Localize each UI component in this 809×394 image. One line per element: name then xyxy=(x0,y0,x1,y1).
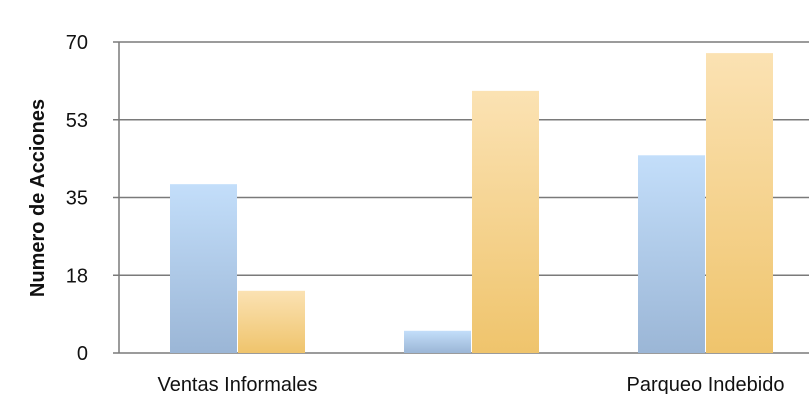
bar-series-2-cat-3 xyxy=(706,53,773,353)
bar-series-1-cat-1 xyxy=(170,184,237,353)
x-category-labels: Ventas Informales Parqueo Indebido xyxy=(157,374,784,394)
bar-series-1-cat-3 xyxy=(638,155,705,353)
x-category-label-3: Parqueo Indebido xyxy=(627,374,785,394)
x-category-label-1: Ventas Informales xyxy=(157,374,317,394)
bar-series-1-cat-2 xyxy=(404,330,471,353)
y-axis-title: Numero de Acciones xyxy=(27,99,49,297)
y-tick-label-2: 35 xyxy=(66,188,88,210)
y-tick-labels: 0 18 35 53 70 xyxy=(66,32,88,365)
y-tick-label-3: 53 xyxy=(66,110,88,132)
y-tick-label-0: 0 xyxy=(77,343,88,365)
bar-series-2-cat-2 xyxy=(472,90,539,353)
bars xyxy=(170,53,773,353)
bar-series-2-cat-1 xyxy=(238,290,305,353)
y-tick-label-1: 18 xyxy=(66,265,88,287)
y-tick-label-4: 70 xyxy=(66,32,88,54)
